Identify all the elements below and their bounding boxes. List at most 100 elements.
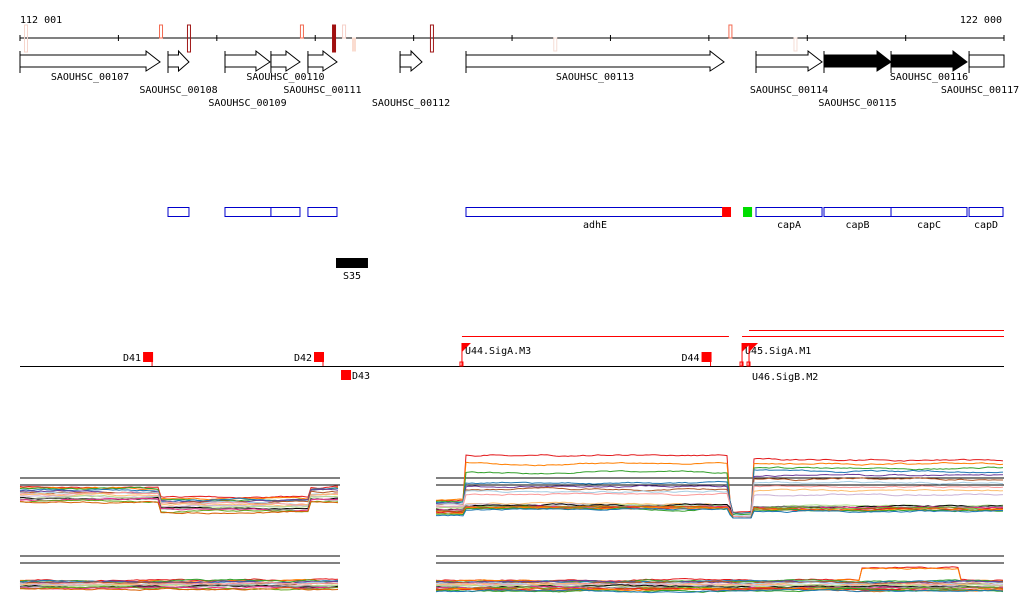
- srna-label: S35: [343, 271, 361, 282]
- gene-arrow: [890, 49, 968, 72]
- terminator-label: D42: [294, 353, 312, 364]
- gene-label: SAOUHSC_00113: [556, 72, 634, 83]
- annotation-box: [823, 207, 892, 217]
- promoter-flag: [749, 343, 759, 352]
- terminator-label: D43: [352, 371, 370, 382]
- annotation-box: [890, 207, 968, 217]
- gene-label: SAOUHSC_00110: [246, 72, 324, 83]
- expression-trace: [19, 587, 339, 591]
- gene-arrow: [19, 49, 161, 72]
- annotation-box: [270, 207, 301, 217]
- gene-arrow: [307, 49, 338, 72]
- gene-arrow: [823, 49, 892, 72]
- promoter-terminator-track: D41 D42 D43 D44 U44.SigA.M3 U45.SigA.M1 U46.Si…: [20, 330, 1004, 383]
- gene-arrow: [465, 49, 725, 72]
- axis-marker: [352, 37, 357, 52]
- expression-trace: [435, 580, 1004, 585]
- annotation-marker: [743, 207, 753, 217]
- gene-label: SAOUHSC_00115: [818, 98, 896, 109]
- promoter-label: U45.SigA.M1: [745, 346, 811, 357]
- expression-trace: [19, 491, 339, 506]
- expression-trace: [436, 473, 1004, 518]
- promoter-base: [739, 361, 744, 367]
- axis-marker: [332, 24, 337, 53]
- gene-track: SAOUHSC_00107 SAOUHSC_00108 SAOUHSC_00109 S…: [19, 49, 1019, 109]
- expression-trace: [436, 506, 1004, 519]
- gene-arrow: [399, 49, 423, 73]
- expression-trace: [19, 499, 339, 514]
- annotation-label: capB: [845, 220, 869, 231]
- expression-trace: [435, 477, 1003, 518]
- terminator-marker: [143, 352, 154, 362]
- annotation-box: [968, 207, 1004, 217]
- srna-track: S35: [335, 258, 368, 282]
- axis-marker: [24, 24, 29, 53]
- annotation-box: [307, 207, 338, 217]
- srna-box: [335, 258, 368, 268]
- terminator-label: D44: [681, 353, 699, 364]
- gene-label: SAOUHSC_00108: [139, 85, 217, 96]
- gene-arrow: [755, 49, 823, 72]
- expression-trace: [435, 582, 1004, 588]
- annotation-box: [167, 207, 190, 217]
- range-start-label: 112 001: [20, 15, 62, 26]
- promoter-flag: [461, 343, 471, 352]
- expression-trace: [20, 500, 339, 515]
- expression-trace: [435, 485, 1004, 518]
- expression-trace: [19, 487, 339, 503]
- expression-trace: [19, 485, 339, 499]
- axis-marker: [793, 37, 798, 52]
- gene-label: SAOUHSC_00112: [372, 98, 450, 109]
- gene-label: SAOUHSC_00117: [941, 85, 1019, 96]
- gene-arrow: [224, 49, 271, 72]
- expression-trace: [435, 466, 1004, 516]
- expression-trace: [19, 497, 338, 512]
- gene-label: SAOUHSC_00116: [890, 72, 968, 83]
- annotation-box: [755, 207, 823, 217]
- expression-trace: [435, 503, 1004, 519]
- annotation-box: [224, 207, 272, 217]
- gene-label: SAOUHSC_00114: [750, 85, 828, 96]
- gene-label: SAOUHSC_00109: [208, 98, 286, 109]
- annotation-box: [465, 207, 725, 217]
- axis-marker: [553, 37, 558, 52]
- expression-trace: [435, 480, 1004, 518]
- expression-profiles: [19, 454, 1004, 594]
- terminator-label: D41: [123, 353, 141, 364]
- annotation-label: capC: [917, 220, 941, 231]
- expression-trace: [435, 566, 1004, 582]
- axis-marker: [429, 24, 434, 53]
- promoter-base: [459, 361, 464, 367]
- axis-marker: [159, 24, 164, 39]
- annotation-label: adhE: [583, 220, 607, 231]
- promoter-label: U46.SigB.M2: [752, 372, 818, 383]
- gene-arrow: [167, 49, 190, 73]
- expression-trace: [436, 507, 1003, 519]
- axis-marker: [342, 24, 347, 39]
- axis-marker: [728, 24, 733, 39]
- terminator-marker: [341, 370, 352, 380]
- annotation-track: adhE capA capB capC capD: [167, 207, 1004, 231]
- expression-trace: [435, 461, 1004, 514]
- expression-trace: [19, 581, 339, 586]
- promoter-label: U44.SigA.M3: [465, 346, 531, 357]
- range-end-label: 122 000: [960, 15, 1002, 26]
- gene-arrow: [270, 49, 301, 72]
- expression-trace: [435, 454, 1004, 513]
- axis-marker: [186, 24, 191, 53]
- coordinate-axis: [19, 24, 1005, 53]
- promoter-base: [746, 361, 751, 367]
- annotation-marker: [722, 207, 732, 217]
- annotation-label: capD: [974, 220, 998, 231]
- expression-trace: [19, 492, 339, 507]
- terminator-marker: [314, 352, 325, 362]
- expression-trace: [435, 585, 1004, 589]
- gene-label: SAOUHSC_00111: [283, 85, 361, 96]
- expression-trace: [435, 469, 1004, 514]
- gene-label: SAOUHSC_00107: [51, 72, 129, 83]
- gene-arrow: [968, 54, 1005, 68]
- axis-marker: [299, 24, 304, 39]
- expression-trace: [19, 585, 339, 591]
- expression-trace: [435, 588, 1004, 594]
